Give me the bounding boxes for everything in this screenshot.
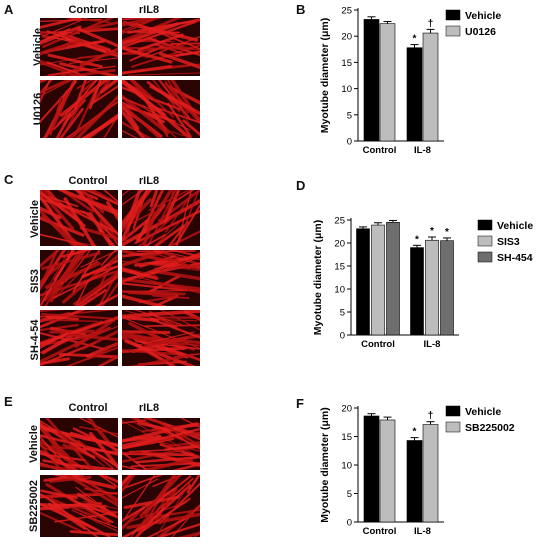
micrograph-c-sis3-control bbox=[40, 250, 118, 306]
y-axis-label: Myotube diameter (μm) bbox=[319, 18, 331, 134]
micrograph-c-sh454-control bbox=[40, 310, 118, 366]
panel-label-e: E bbox=[4, 394, 13, 409]
x-tick-label: Control bbox=[363, 145, 397, 156]
y-tick-label: 0 bbox=[340, 331, 345, 342]
y-tick-label: 10 bbox=[341, 84, 352, 95]
chart-b: 0 5 10 15 20 25 Myotube diameter (μm) Control * †… bbox=[319, 6, 501, 157]
legend-swatch bbox=[445, 25, 461, 37]
row-header-sb225002: SB225002 bbox=[28, 480, 40, 532]
bar bbox=[406, 47, 423, 142]
y-tick-label: 5 bbox=[347, 489, 352, 500]
column-header-ril8: rIL8 bbox=[138, 175, 160, 187]
significance-mark: * bbox=[413, 34, 417, 45]
bar bbox=[422, 32, 439, 142]
bar bbox=[406, 440, 423, 523]
panel-label-c: C bbox=[4, 172, 14, 187]
y-tick-label: 20 bbox=[341, 32, 352, 43]
panel-label-f: F bbox=[296, 396, 304, 411]
significance-mark: * bbox=[430, 226, 434, 237]
bar bbox=[379, 23, 396, 142]
y-tick-label: 25 bbox=[334, 216, 345, 227]
y-tick-label: 15 bbox=[334, 262, 345, 273]
micrograph-c-vehicle-ril8 bbox=[122, 190, 200, 246]
micrograph-e-sb225002-control bbox=[40, 475, 118, 537]
bar bbox=[356, 228, 370, 336]
column-header-ril8: rIL8 bbox=[138, 402, 160, 414]
micrograph-a-u0126-control bbox=[40, 80, 118, 138]
micrograph-e-sb225002-ril8 bbox=[122, 475, 200, 537]
column-header-control: Control bbox=[68, 4, 108, 16]
y-tick-label: 25 bbox=[341, 6, 352, 17]
y-tick-label: 10 bbox=[341, 461, 352, 472]
significance-mark: * bbox=[445, 227, 449, 238]
x-tick-label: Control bbox=[363, 526, 397, 537]
legend-swatch bbox=[445, 405, 461, 417]
y-tick-label: 20 bbox=[334, 239, 345, 250]
legend-label: SIS3 bbox=[497, 236, 520, 248]
column-header-ril8: rIL8 bbox=[138, 4, 160, 16]
legend-label: Vehicle bbox=[497, 220, 533, 232]
bar bbox=[440, 240, 454, 336]
bar bbox=[425, 239, 439, 336]
legend-label: U0126 bbox=[465, 26, 496, 38]
micrograph-c-sis3-ril8 bbox=[122, 250, 200, 306]
micrograph-c-sh454-ril8 bbox=[122, 310, 200, 366]
legend-label: Vehicle bbox=[465, 406, 501, 418]
bar bbox=[410, 247, 424, 336]
legend-swatch bbox=[477, 219, 493, 231]
micrograph-e-vehicle-ril8 bbox=[122, 418, 200, 470]
significance-mark: * bbox=[413, 427, 417, 438]
legend-label: SB225002 bbox=[465, 422, 515, 434]
legend-swatch bbox=[477, 235, 493, 247]
y-tick-label: 0 bbox=[347, 518, 352, 529]
x-tick-label: IL-8 bbox=[424, 339, 441, 350]
bar bbox=[386, 221, 400, 336]
y-tick-label: 5 bbox=[340, 308, 345, 319]
y-tick-label: 15 bbox=[341, 432, 352, 443]
legend-swatch bbox=[445, 421, 461, 433]
bar bbox=[379, 419, 396, 523]
legend-swatch bbox=[445, 9, 461, 21]
y-tick-label: 0 bbox=[347, 137, 352, 148]
bar bbox=[363, 19, 380, 142]
y-axis-label: Myotube diameter (μm) bbox=[312, 220, 324, 336]
column-header-control: Control bbox=[68, 402, 108, 414]
y-tick-label: 15 bbox=[341, 58, 352, 69]
y-axis-label: Myotube diameter (μm) bbox=[319, 407, 331, 523]
x-tick-label: IL-8 bbox=[414, 145, 431, 156]
panel-label-d: D bbox=[296, 178, 306, 193]
bar bbox=[363, 415, 380, 523]
significance-mark: † bbox=[428, 411, 434, 422]
x-tick-label: Control bbox=[361, 339, 395, 350]
micrograph-a-vehicle-control bbox=[40, 18, 118, 76]
legend-label: SH-454 bbox=[497, 252, 533, 264]
y-tick-label: 20 bbox=[341, 404, 352, 415]
significance-mark: † bbox=[428, 18, 434, 29]
significance-mark: * bbox=[415, 234, 419, 245]
micrograph-e-vehicle-control bbox=[40, 418, 118, 470]
chart-f: 0 5 10 15 20 Myotube diameter (μm) Control * † IL… bbox=[319, 404, 515, 538]
micrograph-c-vehicle-control bbox=[40, 190, 118, 246]
legend-swatch bbox=[477, 251, 493, 263]
y-tick-label: 10 bbox=[334, 285, 345, 296]
micrograph-a-u0126-ril8 bbox=[122, 80, 200, 138]
column-header-control: Control bbox=[68, 175, 108, 187]
panel-label-a: A bbox=[4, 2, 14, 17]
y-tick-label: 5 bbox=[347, 110, 352, 121]
bar bbox=[422, 424, 439, 523]
chart-d: 0 5 10 15 20 25 Myotube diameter (μm) Control * *… bbox=[312, 216, 533, 351]
panel-label-b: B bbox=[296, 2, 306, 17]
legend-label: Vehicle bbox=[465, 10, 501, 22]
micrograph-a-vehicle-ril8 bbox=[122, 18, 200, 76]
bar bbox=[371, 224, 385, 336]
x-tick-label: IL-8 bbox=[414, 526, 431, 537]
